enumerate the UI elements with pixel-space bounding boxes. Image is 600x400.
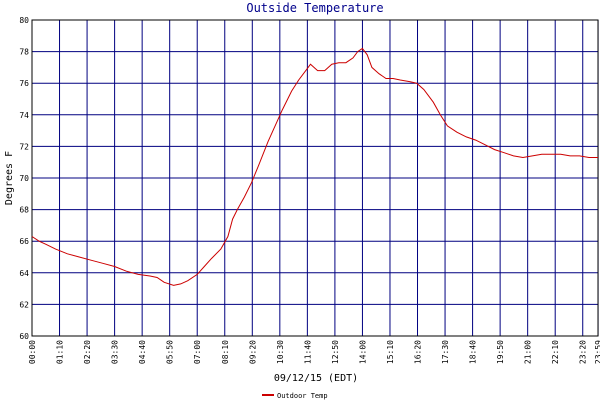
x-tick-label: 21:00 (524, 340, 533, 364)
y-tick-label: 80 (19, 16, 29, 25)
y-tick-label: 62 (19, 300, 29, 309)
y-tick-label: 72 (19, 142, 29, 151)
x-tick-label: 11:40 (303, 340, 312, 364)
chart-grid (31, 19, 599, 337)
x-tick-label: 01:10 (56, 340, 65, 364)
y-tick-label: 78 (19, 48, 29, 57)
y-tick-label: 70 (19, 174, 29, 183)
x-tick-label: 19:50 (496, 340, 505, 364)
legend: Outdoor Temp (262, 392, 328, 400)
y-tick-label: 64 (19, 269, 29, 278)
x-tick-label: 02:20 (83, 340, 92, 364)
x-tick-label: 12:50 (331, 340, 340, 364)
legend-label: Outdoor Temp (277, 392, 328, 400)
x-axis-label: 09/12/15 (EDT) (274, 373, 358, 384)
x-tick-label: 08:10 (221, 340, 230, 364)
x-tick-label: 17:30 (441, 340, 450, 364)
plot-frame (31, 19, 599, 337)
x-tick-label: 22:10 (551, 340, 560, 364)
x-tick-label: 18:40 (469, 340, 478, 364)
x-tick-label: 09:20 (248, 340, 257, 364)
x-tick-label: 00:00 (28, 340, 37, 364)
x-tick-label: 14:00 (358, 340, 367, 364)
y-tick-label: 74 (19, 111, 29, 120)
y-axis-label: Degrees F (4, 151, 15, 205)
x-tick-label: 16:20 (414, 340, 423, 364)
x-tick-label: 23:59 (594, 340, 600, 364)
x-tick-label: 05:50 (166, 340, 175, 364)
y-tick-label: 60 (19, 332, 29, 341)
y-tick-label: 66 (19, 237, 29, 246)
chart-title: Outside Temperature (246, 1, 383, 15)
y-axis-ticks: 60 62 64 66 68 70 72 74 76 78 80 (19, 16, 29, 341)
x-tick-label: 07:00 (193, 340, 202, 364)
x-tick-label: 15:10 (386, 340, 395, 364)
x-tick-label: 23:20 (579, 340, 588, 364)
x-axis-ticks: 00:00 01:10 02:20 03:30 04:40 05:50 07:00 08:10… (28, 340, 600, 364)
x-tick-label: 04:40 (138, 340, 147, 364)
x-tick-label: 10:30 (276, 340, 285, 364)
x-tick-label: 03:30 (111, 340, 120, 364)
y-tick-label: 68 (19, 206, 29, 215)
y-tick-label: 76 (19, 79, 29, 88)
series-line-outdoor-temp (31, 47, 598, 286)
